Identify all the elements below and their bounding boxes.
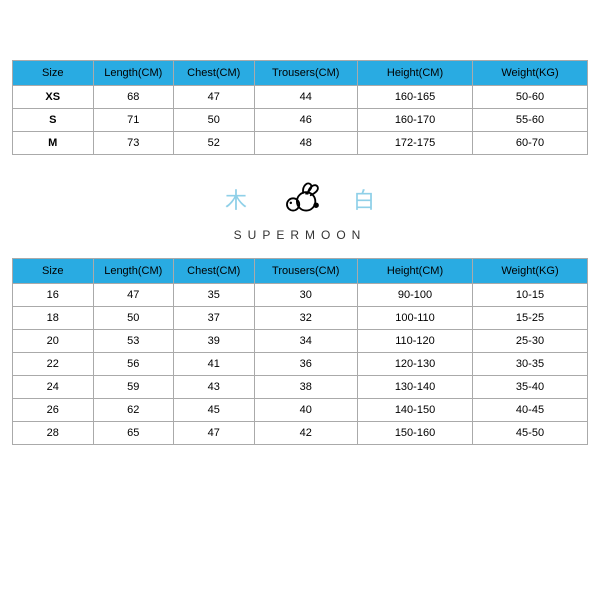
cell-size: 22 xyxy=(13,353,94,376)
col-header-length: Length(CM) xyxy=(93,61,174,86)
cell-chest: 43 xyxy=(174,376,255,399)
col-header-height: Height(CM) xyxy=(358,61,473,86)
brand-name: SUPERMOON xyxy=(12,228,588,242)
col-header-weight: Weight(KG) xyxy=(473,259,588,284)
cell-trousers: 36 xyxy=(254,353,358,376)
cell-weight: 55-60 xyxy=(473,109,588,132)
cell-size: 20 xyxy=(13,330,94,353)
cell-weight: 30-35 xyxy=(473,353,588,376)
table2-head: SizeLength(CM)Chest(CM)Trousers(CM)Heigh… xyxy=(13,259,588,284)
col-header-trousers: Trousers(CM) xyxy=(254,259,358,284)
cell-height: 110-120 xyxy=(358,330,473,353)
cjk-left-char: 木 xyxy=(225,183,247,215)
cell-weight: 50-60 xyxy=(473,86,588,109)
cell-chest: 39 xyxy=(174,330,255,353)
table-row: S715046160-17055-60 xyxy=(13,109,588,132)
cell-chest: 47 xyxy=(174,86,255,109)
cell-trousers: 32 xyxy=(254,307,358,330)
cell-chest: 35 xyxy=(174,284,255,307)
cell-chest: 41 xyxy=(174,353,255,376)
cell-length: 59 xyxy=(93,376,174,399)
cell-size: S xyxy=(13,109,94,132)
cell-length: 71 xyxy=(93,109,174,132)
rabbit-icon xyxy=(277,177,323,220)
cell-size: M xyxy=(13,132,94,155)
cell-height: 160-165 xyxy=(358,86,473,109)
cell-trousers: 40 xyxy=(254,399,358,422)
cell-length: 65 xyxy=(93,422,174,445)
col-header-height: Height(CM) xyxy=(358,259,473,284)
cell-size: 28 xyxy=(13,422,94,445)
cell-size: 24 xyxy=(13,376,94,399)
col-header-chest: Chest(CM) xyxy=(174,61,255,86)
col-header-trousers: Trousers(CM) xyxy=(254,61,358,86)
col-header-length: Length(CM) xyxy=(93,259,174,284)
cell-size: XS xyxy=(13,86,94,109)
cell-length: 68 xyxy=(93,86,174,109)
cell-trousers: 44 xyxy=(254,86,358,109)
cell-trousers: 34 xyxy=(254,330,358,353)
table-row: XS684744160-16550-60 xyxy=(13,86,588,109)
cell-length: 50 xyxy=(93,307,174,330)
cell-weight: 25-30 xyxy=(473,330,588,353)
cell-height: 120-130 xyxy=(358,353,473,376)
col-header-chest: Chest(CM) xyxy=(174,259,255,284)
cell-weight: 10-15 xyxy=(473,284,588,307)
cell-size: 16 xyxy=(13,284,94,307)
cell-height: 160-170 xyxy=(358,109,473,132)
cell-weight: 60-70 xyxy=(473,132,588,155)
cell-height: 140-150 xyxy=(358,399,473,422)
cell-weight: 45-50 xyxy=(473,422,588,445)
cell-length: 73 xyxy=(93,132,174,155)
table-row: 18503732100-11015-25 xyxy=(13,307,588,330)
cell-chest: 52 xyxy=(174,132,255,155)
cell-trousers: 30 xyxy=(254,284,358,307)
cell-chest: 37 xyxy=(174,307,255,330)
cjk-right-char: 白 xyxy=(353,183,375,215)
cell-weight: 40-45 xyxy=(473,399,588,422)
adult-size-table: SizeLength(CM)Chest(CM)Trousers(CM)Heigh… xyxy=(12,60,588,155)
table-row: 22564136120-13030-35 xyxy=(13,353,588,376)
cell-length: 56 xyxy=(93,353,174,376)
cell-trousers: 48 xyxy=(254,132,358,155)
cell-length: 53 xyxy=(93,330,174,353)
table-row: 20533934110-12025-30 xyxy=(13,330,588,353)
table1-head: SizeLength(CM)Chest(CM)Trousers(CM)Heigh… xyxy=(13,61,588,86)
table1-body: XS684744160-16550-60S715046160-17055-60M… xyxy=(13,86,588,155)
cell-trousers: 46 xyxy=(254,109,358,132)
cell-height: 150-160 xyxy=(358,422,473,445)
cell-height: 130-140 xyxy=(358,376,473,399)
col-header-size: Size xyxy=(13,61,94,86)
cell-chest: 50 xyxy=(174,109,255,132)
cell-height: 172-175 xyxy=(358,132,473,155)
table-row: 1647353090-10010-15 xyxy=(13,284,588,307)
table-row: 26624540140-15040-45 xyxy=(13,399,588,422)
logo-row: 木 白 xyxy=(12,177,588,220)
cell-trousers: 38 xyxy=(254,376,358,399)
cell-trousers: 42 xyxy=(254,422,358,445)
cell-height: 100-110 xyxy=(358,307,473,330)
cell-height: 90-100 xyxy=(358,284,473,307)
col-header-weight: Weight(KG) xyxy=(473,61,588,86)
table-row: 24594338130-14035-40 xyxy=(13,376,588,399)
kids-size-table: SizeLength(CM)Chest(CM)Trousers(CM)Heigh… xyxy=(12,258,588,445)
cell-chest: 47 xyxy=(174,422,255,445)
cell-length: 62 xyxy=(93,399,174,422)
cell-chest: 45 xyxy=(174,399,255,422)
col-header-size: Size xyxy=(13,259,94,284)
cell-size: 18 xyxy=(13,307,94,330)
table2-body: 1647353090-10010-1518503732100-11015-252… xyxy=(13,284,588,445)
cell-length: 47 xyxy=(93,284,174,307)
cell-weight: 35-40 xyxy=(473,376,588,399)
table-row: 28654742150-16045-50 xyxy=(13,422,588,445)
table-row: M735248172-17560-70 xyxy=(13,132,588,155)
cell-weight: 15-25 xyxy=(473,307,588,330)
cell-size: 26 xyxy=(13,399,94,422)
brand-logo-section: 木 白 SUPERMOON xyxy=(12,177,588,242)
